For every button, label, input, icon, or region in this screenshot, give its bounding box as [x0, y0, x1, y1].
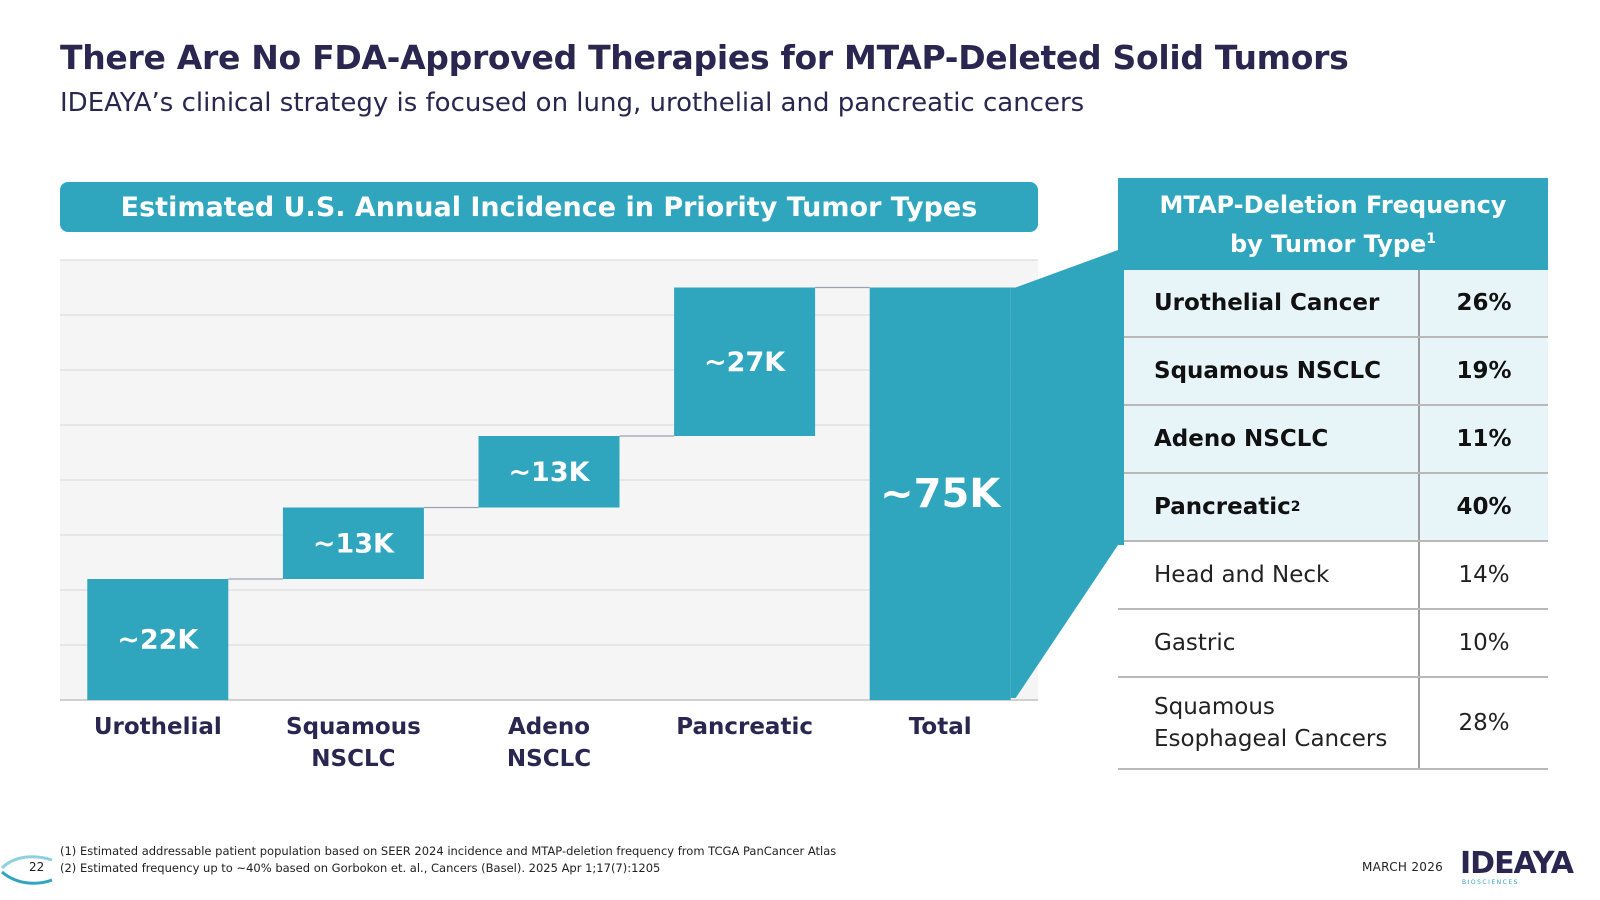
category-label: NSCLC [507, 746, 591, 772]
tumor-type-name: Squamous Esophageal Cancers [1118, 678, 1420, 768]
table-row: Gastric 10% [1118, 610, 1548, 678]
tumor-type-name: Gastric [1118, 610, 1420, 676]
date-label: MARCH 2026 [1362, 860, 1444, 874]
bar-value-label: ~13K [313, 528, 395, 559]
category-label: Adeno [508, 714, 590, 740]
bar-value-label: ~75K [880, 471, 1002, 517]
table-header: MTAP-Deletion Frequency by Tumor Type1 [1118, 178, 1548, 270]
frequency-value: 11% [1456, 426, 1512, 452]
footnote-1: (1) Estimated addressable patient popula… [60, 844, 837, 858]
frequency-value: 28% [1458, 710, 1510, 736]
bar [282, 507, 424, 579]
category-label: NSCLC [311, 746, 395, 772]
ideaya-logo-subtext: BIOSCIENCES [1462, 879, 1519, 886]
page-subtitle: IDEAYA’s clinical strategy is focused on… [60, 88, 1085, 118]
table-row: Urothelial Cancer 26% [1124, 270, 1548, 338]
chart-header: Estimated U.S. Annual Incidence in Prior… [60, 182, 1038, 232]
tumor-type-name: Squamous NSCLC [1124, 338, 1420, 404]
frequency-value: 10% [1458, 630, 1510, 656]
table-row: Squamous Esophageal Cancers 28% [1118, 678, 1548, 770]
category-label: Total [909, 714, 972, 740]
frequency-value: 14% [1458, 562, 1510, 588]
tumor-type-name-text: Pancreatic [1154, 494, 1291, 520]
page-title: There Are No FDA-Approved Therapies for … [60, 38, 1349, 77]
table-row: Head and Neck 14% [1118, 542, 1548, 610]
category-label: Pancreatic [676, 714, 813, 740]
bar-value-label: ~22K [117, 625, 199, 656]
footnotes: (1) Estimated addressable patient popula… [60, 843, 836, 877]
page-number: 22 [29, 860, 45, 874]
frequency-table: Urothelial Cancer 26% Squamous NSCLC 19%… [1118, 270, 1548, 770]
frequency-value: 26% [1456, 290, 1512, 316]
ideaya-logo: IDEAYA [1460, 846, 1574, 881]
category-label: Urothelial [94, 714, 222, 740]
frequency-value: 19% [1456, 358, 1512, 384]
table-row: Adeno NSCLC 11% [1124, 406, 1548, 474]
footnote-mark: 2 [1290, 499, 1301, 515]
tumor-type-name: Head and Neck [1118, 542, 1420, 608]
tumor-type-name: Adeno NSCLC [1124, 406, 1420, 472]
bar [674, 287, 816, 436]
table-row: Squamous NSCLC 19% [1124, 338, 1548, 406]
bar [869, 287, 1011, 700]
table-header-line2-text: by Tumor Type [1229, 229, 1427, 258]
footnote-2: (2) Estimated frequency up to ~40% based… [60, 861, 661, 875]
table-header-footnote-mark: 1 [1426, 230, 1437, 247]
swoosh-decoration [0, 855, 53, 885]
bar [87, 579, 229, 700]
tumor-type-name-line2: Esophageal Cancers [1154, 726, 1388, 752]
bar [478, 436, 620, 508]
bar-value-label: ~27K [704, 347, 786, 378]
frequency-value: 40% [1456, 494, 1512, 520]
table-header-line1: MTAP-Deletion Frequency [1159, 190, 1507, 219]
tumor-type-name-line1: Squamous [1154, 694, 1275, 720]
table-header-line2: by Tumor Type1 [1230, 222, 1436, 261]
table-row: Pancreatic 2 40% [1124, 474, 1548, 542]
callout-connector [1010, 250, 1124, 698]
bar-value-label: ~13K [508, 457, 590, 488]
tumor-type-name: Urothelial Cancer [1124, 270, 1420, 336]
category-label: Squamous [286, 714, 421, 740]
tumor-type-name: Pancreatic 2 [1124, 474, 1420, 540]
